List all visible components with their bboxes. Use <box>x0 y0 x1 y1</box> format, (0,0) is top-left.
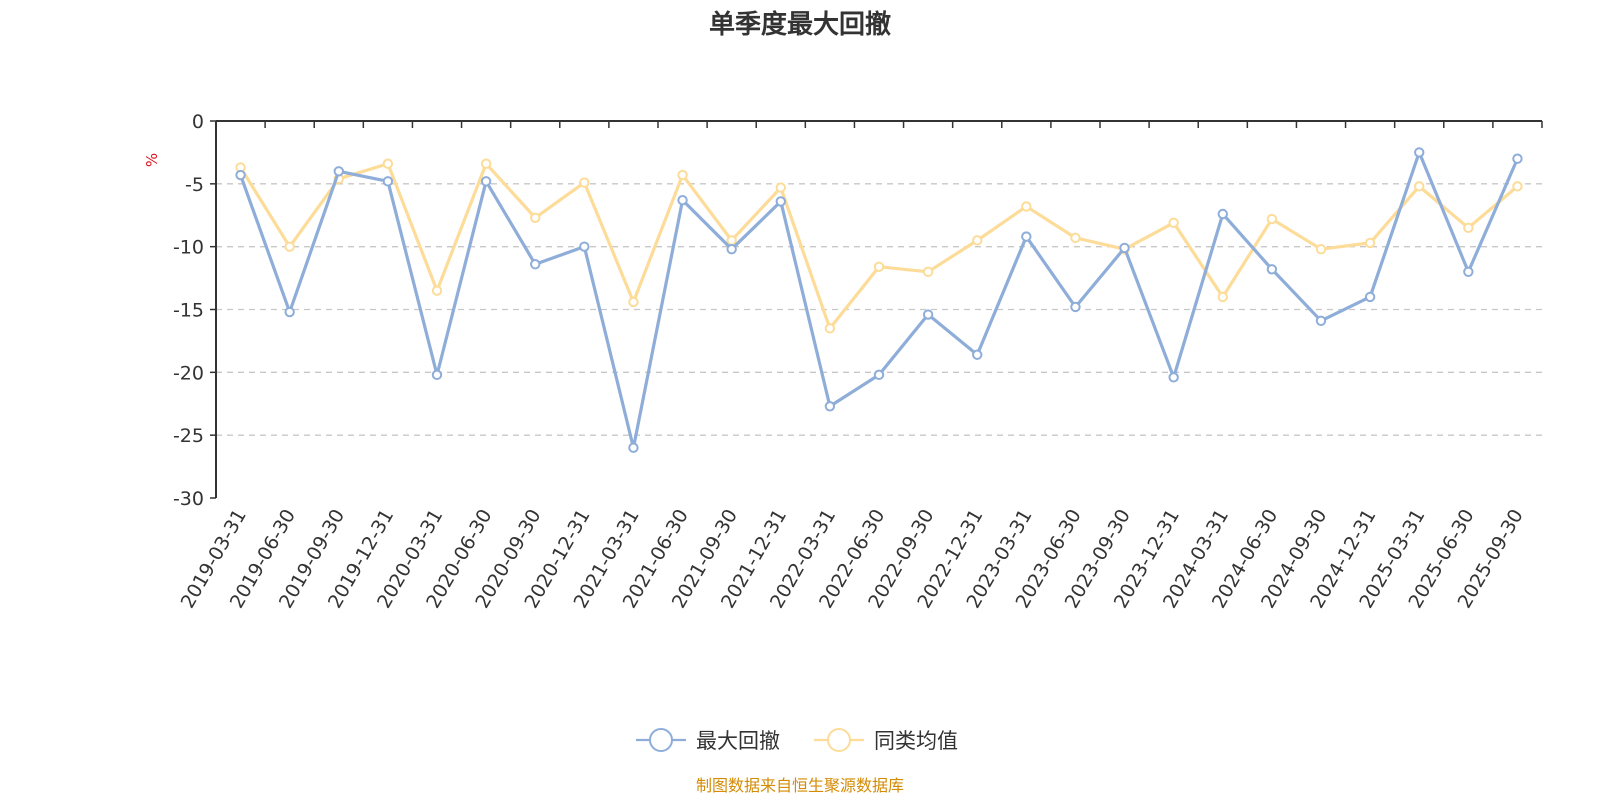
data-point[interactable] <box>824 323 836 334</box>
legend-item[interactable]: 同类均值 <box>814 728 958 753</box>
data-point[interactable] <box>579 177 590 188</box>
data-point[interactable] <box>1266 264 1278 275</box>
data-point[interactable] <box>480 158 492 169</box>
data-point[interactable] <box>480 176 492 187</box>
data-point[interactable] <box>1364 291 1376 303</box>
data-point[interactable] <box>382 158 394 169</box>
data-point[interactable] <box>1512 153 1523 164</box>
series-1 <box>235 158 1523 334</box>
series-layer <box>235 147 1523 453</box>
data-point[interactable] <box>1315 315 1327 327</box>
legend-item[interactable]: 最大回撤 <box>636 728 780 753</box>
data-point[interactable] <box>1217 208 1228 220</box>
legend-marker <box>649 728 673 752</box>
data-point[interactable] <box>1414 181 1425 192</box>
y-tick-label: -30 <box>173 488 204 510</box>
data-point[interactable] <box>922 266 934 277</box>
data-point[interactable] <box>1463 222 1474 234</box>
data-point[interactable] <box>382 176 394 187</box>
data-point[interactable] <box>1168 372 1179 383</box>
data-point[interactable] <box>1364 237 1376 249</box>
data-point[interactable] <box>972 349 983 360</box>
data-point[interactable] <box>579 241 590 252</box>
y-tick-label: -5 <box>185 174 204 196</box>
y-tick-label: 0 <box>192 111 204 133</box>
data-point[interactable] <box>431 369 443 381</box>
data-point[interactable] <box>677 194 688 206</box>
y-tick-label: -20 <box>173 362 204 384</box>
data-point[interactable] <box>873 261 885 272</box>
data-point[interactable] <box>1217 291 1228 303</box>
source-note: 制图数据来自恒生聚源数据库 <box>696 776 904 795</box>
data-point[interactable] <box>873 369 885 381</box>
series-0 <box>235 147 1523 453</box>
data-point[interactable] <box>726 243 737 255</box>
data-point[interactable] <box>1315 243 1327 255</box>
data-point[interactable] <box>922 309 934 320</box>
data-point[interactable] <box>1168 217 1179 228</box>
data-point[interactable] <box>1512 181 1523 192</box>
data-point[interactable] <box>726 235 737 246</box>
data-point[interactable] <box>1266 213 1278 225</box>
series-line <box>239 150 1519 450</box>
data-point[interactable] <box>1021 231 1032 242</box>
data-point[interactable] <box>530 259 541 270</box>
data-point[interactable] <box>431 285 443 296</box>
data-point[interactable] <box>530 212 541 223</box>
data-point[interactable] <box>824 401 836 412</box>
chart-title: 单季度最大回撤 <box>709 9 891 40</box>
data-point[interactable] <box>1119 242 1130 254</box>
y-axis: 0 -5 -10 -15 -20 -25 -30 <box>173 111 217 510</box>
legend-marker <box>827 728 851 752</box>
y-tick-label: -10 <box>173 237 204 259</box>
data-point[interactable] <box>1070 301 1081 313</box>
data-point[interactable] <box>1021 201 1032 212</box>
data-point[interactable] <box>284 306 295 318</box>
legend[interactable]: 最大回撤 同类均值 <box>636 728 958 753</box>
x-axis: 2019-03-312019-06-302019-09-302019-12-31… <box>177 120 1543 612</box>
data-point[interactable] <box>775 196 786 207</box>
data-point[interactable] <box>1414 147 1425 158</box>
data-point[interactable] <box>333 166 344 177</box>
data-point[interactable] <box>1463 266 1474 277</box>
data-point[interactable] <box>284 241 295 252</box>
data-point[interactable] <box>1070 232 1081 244</box>
legend-label: 最大回撤 <box>696 729 780 753</box>
data-point[interactable] <box>235 169 246 181</box>
data-point[interactable] <box>677 169 688 181</box>
y-tick-label: -25 <box>173 425 204 447</box>
data-point[interactable] <box>972 235 983 246</box>
data-point[interactable] <box>628 296 639 308</box>
data-point[interactable] <box>628 442 639 453</box>
y-axis-unit: % <box>143 153 161 167</box>
data-point[interactable] <box>775 182 786 193</box>
y-tick-label: -15 <box>173 300 204 322</box>
legend-label: 同类均值 <box>874 729 958 753</box>
